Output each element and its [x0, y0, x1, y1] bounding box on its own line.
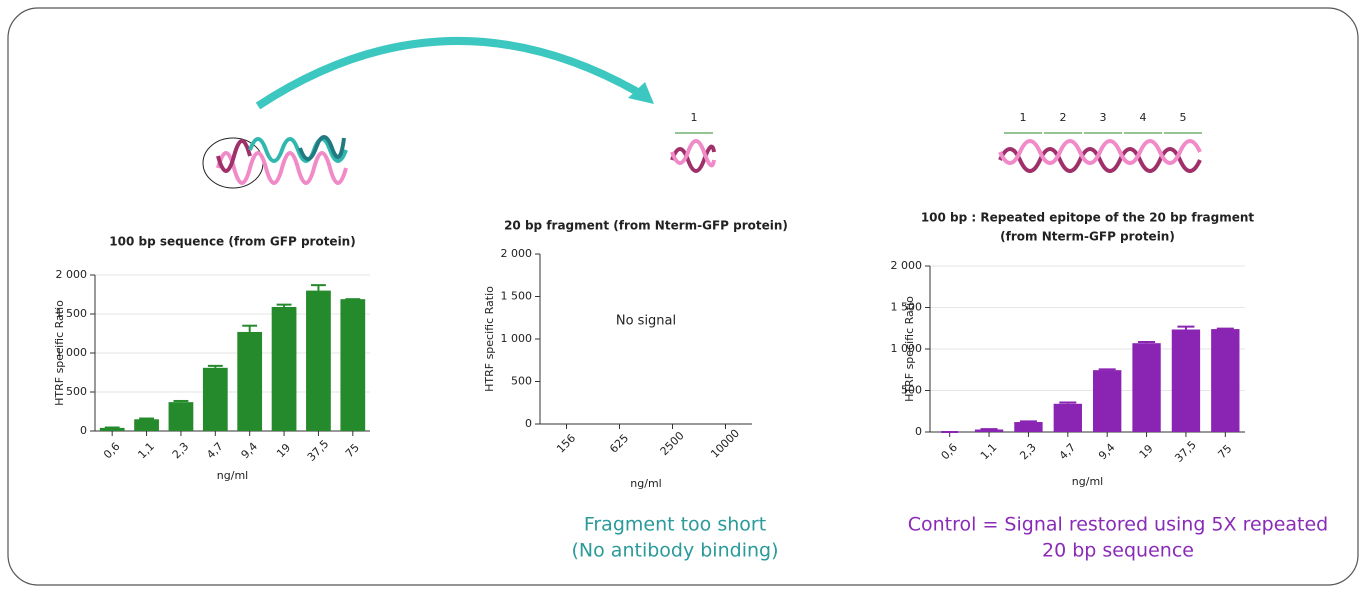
x-tick-label: 1,1: [978, 441, 1000, 463]
y-tick-label: 1 500: [891, 301, 923, 314]
caption: (No antibody binding): [572, 540, 779, 562]
y-tick-label: 0: [80, 424, 87, 437]
x-tick-label: 37,5: [305, 437, 332, 464]
y-tick-label: 0: [525, 417, 532, 430]
frame: [8, 8, 1358, 585]
chart-title: 100 bp sequence (from GFP protein): [109, 235, 355, 249]
bar: [1054, 404, 1082, 432]
x-tick-label: 75: [343, 441, 362, 460]
arrow: [258, 41, 654, 106]
segment-label: 3: [1100, 111, 1107, 124]
x-tick-label: 10000: [708, 427, 742, 461]
bar: [340, 299, 365, 431]
x-tick-label: 19: [1137, 442, 1156, 461]
y-tick-label: 1 000: [56, 346, 88, 359]
x-tick-label: 156: [554, 432, 578, 456]
y-tick-label: 500: [901, 384, 922, 397]
y-tick-label: 2 000: [891, 259, 923, 272]
y-tick-label: 0: [915, 425, 922, 438]
bar: [1093, 370, 1121, 432]
bar: [1211, 329, 1239, 432]
x-tick-label: 1,1: [135, 440, 157, 462]
caption: 20 bp sequence: [1042, 540, 1194, 562]
segment-label: 1: [1020, 111, 1027, 124]
caption: Fragment too short: [584, 514, 766, 536]
x-tick-label: 9,4: [1096, 441, 1118, 463]
y-tick-label: 2 000: [56, 268, 88, 281]
dna-long: [203, 137, 346, 188]
annotation: No signal: [616, 314, 676, 329]
bar: [1132, 343, 1160, 432]
x-tick-label: 19: [274, 441, 293, 460]
x-tick-label: 75: [1215, 442, 1234, 461]
bar: [1014, 422, 1042, 432]
x-axis-title: ng/ml: [1072, 475, 1103, 488]
y-tick-label: 1 000: [891, 342, 923, 355]
bar: [203, 368, 228, 431]
bar: [237, 332, 262, 431]
chart-title: 100 bp : Repeated epitope of the 20 bp f…: [921, 211, 1255, 225]
x-tick-label: 0,6: [101, 440, 123, 462]
y-tick-label: 1 500: [501, 290, 533, 303]
x-axis-title: ng/ml: [217, 469, 248, 482]
x-tick-label: 4,7: [204, 440, 226, 462]
caption: Control = Signal restored using 5X repea…: [908, 514, 1329, 536]
x-tick-label: 0,6: [939, 441, 961, 463]
bar: [169, 402, 194, 431]
chart-subtitle: (from Nterm-GFP protein): [1000, 230, 1175, 244]
x-tick-label: 2500: [658, 429, 687, 458]
dna-short: [672, 133, 714, 171]
x-tick-label: 625: [607, 432, 631, 456]
x-tick-label: 2,3: [170, 440, 192, 462]
dna-repeat: [1000, 141, 1200, 171]
y-tick-label: 500: [66, 385, 87, 398]
x-tick-label: 4,7: [1057, 441, 1079, 463]
segment-label: 5: [1180, 111, 1187, 124]
segment-label: 1: [691, 111, 698, 124]
bar: [1172, 329, 1200, 432]
bar: [306, 291, 331, 431]
segment-label: 2: [1060, 111, 1067, 124]
x-tick-label: 9,4: [239, 440, 261, 462]
y-tick-label: 500: [511, 375, 532, 388]
figure: 1 Control = Signal restored using 5X rep…: [0, 0, 1366, 593]
y-tick-label: 1 000: [501, 332, 533, 345]
x-axis-title: ng/ml: [630, 477, 661, 490]
y-axis-title: HTRF specific Ratio: [483, 286, 496, 392]
segment-label: 4: [1140, 111, 1147, 124]
x-tick-label: 37,5: [1172, 438, 1199, 465]
bar: [134, 419, 159, 431]
bar: [272, 307, 297, 431]
y-tick-label: 1 500: [56, 307, 88, 320]
x-tick-label: 2,3: [1017, 441, 1039, 463]
chart-title: 20 bp fragment (from Nterm-GFP protein): [504, 219, 788, 233]
y-tick-label: 2 000: [501, 247, 533, 260]
